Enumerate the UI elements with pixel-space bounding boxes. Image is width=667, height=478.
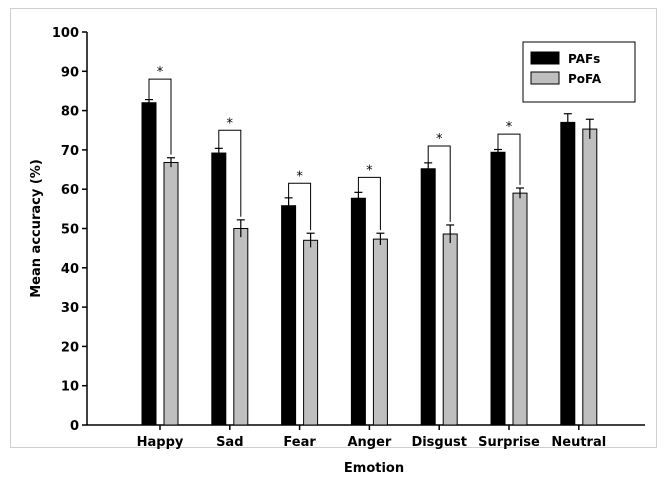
bar (512, 192, 528, 426)
bar (281, 205, 297, 426)
x-tick-label: Fear (283, 435, 316, 450)
significance-marker: * (366, 163, 373, 178)
chart-frame (10, 8, 657, 448)
bar (350, 197, 366, 426)
significance-marker: * (436, 132, 443, 147)
significance-marker: * (506, 120, 513, 135)
x-tick-label: Disgust (411, 435, 467, 450)
y-tick-label: 0 (70, 419, 79, 434)
significance-bracket (427, 145, 451, 222)
bar (211, 152, 227, 426)
x-tick-label: Happy (137, 435, 184, 450)
significance-bracket (148, 78, 172, 155)
significance-marker: * (227, 116, 234, 131)
y-tick-label: 100 (52, 26, 79, 41)
y-axis-title: Mean accuracy (%) (29, 159, 44, 298)
bar (490, 151, 506, 426)
x-axis-title: Emotion (344, 461, 404, 476)
significance-bracket (357, 176, 381, 231)
significance-marker: * (157, 65, 164, 80)
significance-bracket (218, 129, 242, 217)
bar (442, 233, 458, 426)
y-tick-label: 20 (61, 340, 79, 355)
legend-label: PoFA (568, 72, 602, 86)
bar (141, 102, 157, 426)
significance-bracket (288, 182, 312, 231)
bar (560, 121, 576, 426)
bar (303, 239, 319, 426)
significance-marker: * (296, 169, 303, 184)
x-tick-label: Neutral (551, 435, 606, 450)
y-tick-label: 50 (61, 223, 79, 238)
bar (163, 161, 179, 426)
legend-swatch (530, 51, 560, 65)
bar (582, 128, 598, 426)
y-tick-label: 70 (61, 144, 79, 159)
y-tick-label: 60 (61, 183, 79, 198)
bar (233, 228, 249, 426)
y-tick-label: 40 (61, 262, 79, 277)
y-tick-label: 80 (61, 105, 79, 120)
y-tick-label: 90 (61, 65, 79, 80)
bar (420, 168, 436, 426)
y-tick-label: 10 (61, 380, 79, 395)
x-tick-label: Surprise (478, 435, 540, 450)
legend-label: PAFs (568, 52, 600, 66)
x-tick-label: Sad (216, 435, 243, 450)
x-tick-label: Anger (347, 435, 391, 450)
legend-swatch (530, 71, 560, 85)
bar (372, 238, 388, 426)
significance-bracket (497, 133, 521, 185)
y-tick-label: 30 (61, 301, 79, 316)
